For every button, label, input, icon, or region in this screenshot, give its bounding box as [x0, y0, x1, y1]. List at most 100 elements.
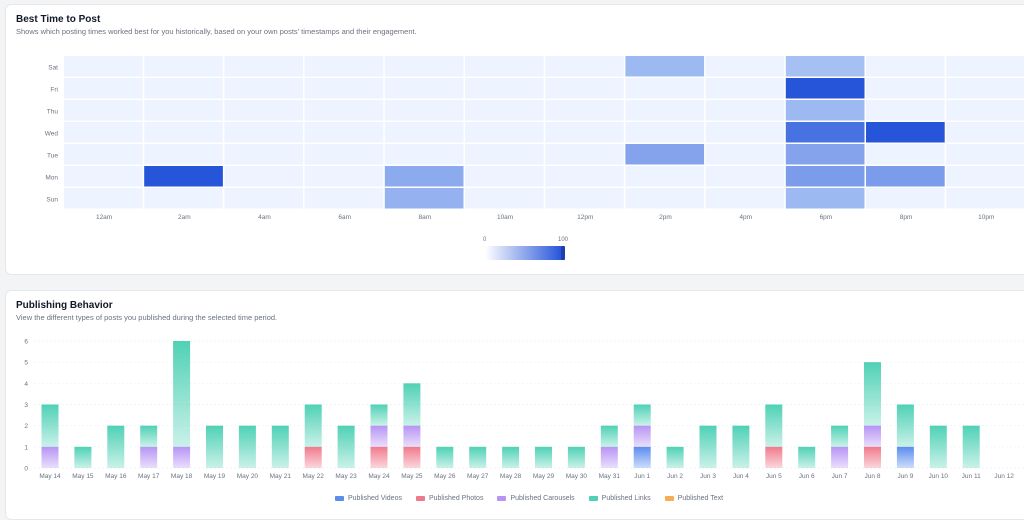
legend-item[interactable]: Published Text	[664, 495, 723, 502]
bar-segment[interactable]	[304, 446, 322, 468]
heatmap-cell[interactable]	[224, 100, 304, 121]
bar-segment[interactable]	[831, 446, 849, 468]
heatmap-cell[interactable]	[304, 100, 384, 121]
heatmap-cell[interactable]	[304, 144, 384, 165]
heatmap-cell[interactable]	[705, 144, 785, 165]
bar-segment[interactable]	[896, 404, 914, 447]
heatmap-cell[interactable]	[866, 144, 945, 165]
heatmap-cell[interactable]	[705, 56, 785, 77]
bar-segment[interactable]	[864, 446, 881, 468]
bar-segment[interactable]	[732, 425, 750, 468]
heatmap-cell[interactable]	[384, 78, 464, 99]
heatmap-cell[interactable]	[384, 122, 464, 143]
bar-segment[interactable]	[469, 446, 487, 468]
heatmap-cell[interactable]	[64, 100, 143, 121]
bar-segment[interactable]	[896, 446, 914, 468]
heatmap-cell[interactable]	[946, 56, 1024, 77]
bar-segment[interactable]	[173, 341, 191, 447]
bar-segment[interactable]	[337, 425, 355, 468]
heatmap-cell[interactable]	[64, 56, 143, 77]
bar-segment[interactable]	[41, 404, 59, 447]
bar-segment[interactable]	[765, 404, 783, 447]
legend-item[interactable]: Published Photos	[415, 495, 483, 502]
heatmap-cell[interactable]	[625, 144, 705, 165]
heatmap-cell[interactable]	[705, 188, 785, 209]
heatmap-cell[interactable]	[545, 188, 624, 209]
bar-segment[interactable]	[864, 362, 881, 426]
heatmap-cell[interactable]	[384, 144, 464, 165]
heatmap-cell[interactable]	[705, 166, 785, 187]
bar-segment[interactable]	[403, 383, 421, 426]
bar-segment[interactable]	[403, 425, 421, 447]
bar-segment[interactable]	[633, 446, 651, 468]
bar-segment[interactable]	[140, 425, 158, 447]
bar-segment[interactable]	[600, 446, 618, 468]
heatmap-cell[interactable]	[224, 188, 304, 209]
color-scale-handle[interactable]	[561, 246, 565, 260]
heatmap-cell[interactable]	[384, 188, 464, 209]
bar-segment[interactable]	[74, 446, 92, 468]
heatmap-cell[interactable]	[465, 188, 544, 209]
bar-segment[interactable]	[107, 425, 125, 468]
heatmap-cell[interactable]	[465, 78, 544, 99]
heatmap-cell[interactable]	[224, 78, 304, 99]
heatmap-cell[interactable]	[224, 166, 304, 187]
heatmap-cell[interactable]	[785, 56, 865, 77]
heatmap-cell[interactable]	[946, 100, 1024, 121]
heatmap-cell[interactable]	[465, 100, 544, 121]
bar-segment[interactable]	[304, 404, 322, 447]
bar-segment[interactable]	[633, 404, 651, 426]
bar-segment[interactable]	[271, 425, 289, 468]
heatmap-cell[interactable]	[144, 78, 223, 99]
heatmap-cell[interactable]	[946, 166, 1024, 187]
heatmap-cell[interactable]	[625, 56, 705, 77]
bar-segment[interactable]	[929, 425, 947, 468]
heatmap-cell[interactable]	[545, 78, 624, 99]
bar-segment[interactable]	[502, 446, 520, 468]
heatmap-cell[interactable]	[545, 166, 624, 187]
heatmap-cell[interactable]	[946, 188, 1024, 209]
heatmap-cell[interactable]	[946, 122, 1024, 143]
bar-segment[interactable]	[370, 446, 388, 468]
heatmap-cell[interactable]	[465, 56, 544, 77]
heatmap-cell[interactable]	[64, 122, 143, 143]
heatmap-cell[interactable]	[705, 78, 785, 99]
legend-item[interactable]: Published Videos	[335, 495, 402, 502]
heatmap-cell[interactable]	[545, 100, 624, 121]
heatmap-cell[interactable]	[224, 144, 304, 165]
bar-segment[interactable]	[666, 446, 684, 468]
heatmap-cell[interactable]	[946, 144, 1024, 165]
bar-segment[interactable]	[699, 425, 717, 468]
heatmap-cell[interactable]	[64, 78, 143, 99]
heatmap-cell[interactable]	[866, 122, 945, 143]
heatmap-cell[interactable]	[465, 144, 544, 165]
heatmap-cell[interactable]	[785, 144, 865, 165]
heatmap-cell[interactable]	[625, 100, 705, 121]
heatmap-cell[interactable]	[144, 144, 223, 165]
bar-segment[interactable]	[173, 446, 191, 468]
legend-item[interactable]: Published Links	[588, 495, 651, 502]
heatmap-cell[interactable]	[144, 122, 223, 143]
heatmap-cell[interactable]	[866, 166, 945, 187]
heatmap-cell[interactable]	[224, 56, 304, 77]
heatmap-cell[interactable]	[785, 78, 865, 99]
heatmap-cell[interactable]	[64, 188, 143, 209]
heatmap-cell[interactable]	[625, 78, 705, 99]
bar-segment[interactable]	[798, 446, 816, 468]
heatmap-cell[interactable]	[304, 122, 384, 143]
heatmap-cell[interactable]	[304, 78, 384, 99]
bar-segment[interactable]	[238, 425, 256, 468]
legend-item[interactable]: Published Carousels	[497, 495, 575, 502]
heatmap-cell[interactable]	[224, 122, 304, 143]
heatmap-cell[interactable]	[64, 166, 143, 187]
heatmap-cell[interactable]	[144, 166, 223, 187]
bar-segment[interactable]	[831, 425, 849, 447]
bar-segment[interactable]	[600, 425, 618, 447]
heatmap-cell[interactable]	[545, 56, 624, 77]
heatmap-cell[interactable]	[625, 122, 705, 143]
heatmap-cell[interactable]	[384, 100, 464, 121]
heatmap-cell[interactable]	[144, 56, 223, 77]
heatmap-cell[interactable]	[866, 100, 945, 121]
heatmap-cell[interactable]	[785, 166, 865, 187]
heatmap-cell[interactable]	[545, 144, 624, 165]
